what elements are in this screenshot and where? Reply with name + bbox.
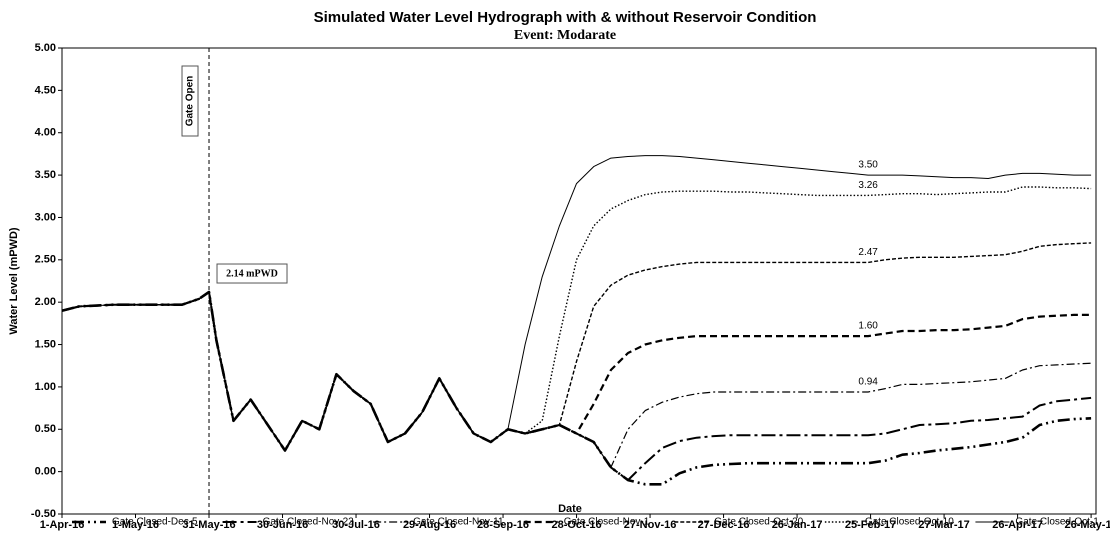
x-tick-label: 28-Oct-16 xyxy=(551,519,601,531)
chart-subtitle: Event: Modarate xyxy=(514,28,616,43)
legend-label: Gate Closed-Oct-1 xyxy=(1015,517,1099,528)
series-end-label: 0.94 xyxy=(858,377,878,388)
x-tick-label: 27-Mar-17 xyxy=(918,519,969,531)
chart-title: Simulated Water Level Hydrograph with & … xyxy=(314,9,817,26)
legend-label: Gate Closed-Dec-5 xyxy=(112,517,198,528)
x-tick-label: 30-Jul-16 xyxy=(332,519,380,531)
plot-frame xyxy=(61,47,1097,515)
x-tick-label: 1-May-16 xyxy=(112,519,159,531)
series-line xyxy=(61,186,1092,452)
legend-label: Gate Closed-Nov-22 xyxy=(263,517,355,528)
y-tick-label: 3.50 xyxy=(35,169,56,181)
x-tick-label: 29-Aug-16 xyxy=(403,519,456,531)
series-line xyxy=(61,242,1092,452)
y-tick-label: 2.50 xyxy=(35,254,56,266)
x-tick-label: 26-Jan-17 xyxy=(772,519,823,531)
legend-label: Gate Closed-Oct-10 xyxy=(865,517,954,528)
y-tick-label: 4.50 xyxy=(35,84,56,96)
y-tick-label: 3.00 xyxy=(35,211,56,223)
x-axis-label: Date xyxy=(558,503,582,515)
x-tick-label: 26-May-17 xyxy=(1064,519,1110,531)
x-tick-label: 27-Dec-16 xyxy=(698,519,750,531)
y-tick-label: 0.00 xyxy=(35,466,56,478)
peak-label: 2.14 mPWD xyxy=(226,268,278,279)
y-tick-label: 5.00 xyxy=(35,42,56,54)
peak-box xyxy=(216,263,288,284)
series-line xyxy=(61,291,1092,468)
series-end-label: 2.47 xyxy=(858,247,878,258)
x-tick-label: 28-Sep-16 xyxy=(477,519,529,531)
series-end-label: 1.60 xyxy=(858,321,878,332)
y-tick-label: 0.50 xyxy=(35,423,56,435)
y-tick-label: 4.00 xyxy=(35,127,56,139)
y-tick-label: 1.50 xyxy=(35,338,56,350)
x-tick-label: 30-Jun-16 xyxy=(257,519,308,531)
x-tick-label: 31-May-16 xyxy=(182,519,235,531)
y-axis-label: Water Level (mPWD) xyxy=(8,227,20,335)
gate-open-box xyxy=(181,65,199,137)
series-end-label: 3.50 xyxy=(858,160,878,171)
series-line xyxy=(61,155,1092,451)
y-tick-label: 1.00 xyxy=(35,381,56,393)
legend-label: Gate Closed-Nov-1 xyxy=(564,517,650,528)
y-tick-label: 2.00 xyxy=(35,296,56,308)
gate-open-label: Gate Open xyxy=(185,76,196,127)
series-line xyxy=(61,290,1092,452)
series-line xyxy=(61,290,1092,486)
legend-label: Gate Closed-Oct-20 xyxy=(714,517,803,528)
series-end-label: 3.26 xyxy=(858,180,878,191)
y-tick-label: -0.50 xyxy=(31,508,56,520)
legend-label: Gate Closed-Nov-11 xyxy=(413,517,504,528)
series-line xyxy=(61,291,1092,482)
x-tick-label: 27-Nov-16 xyxy=(624,519,677,531)
